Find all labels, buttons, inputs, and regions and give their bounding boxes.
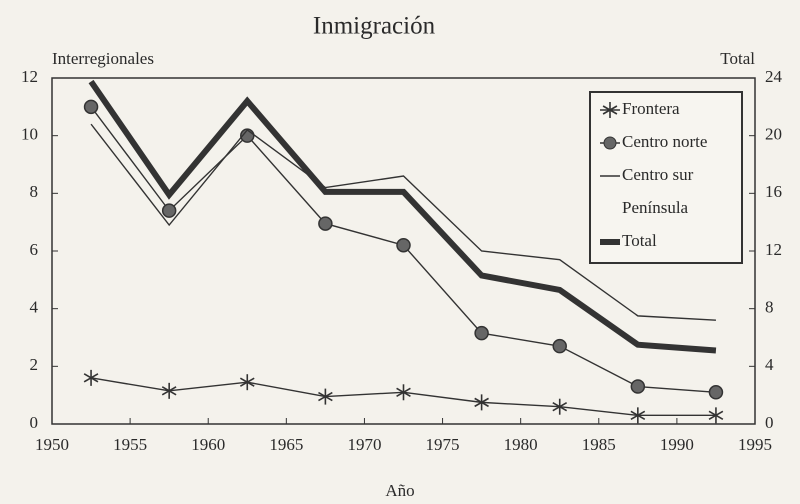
y-tick-label: 8 xyxy=(30,182,39,201)
star-stroke xyxy=(630,410,646,421)
x-tick-label: 1965 xyxy=(269,435,303,454)
star-stroke xyxy=(239,377,255,387)
point xyxy=(161,382,177,399)
y2-tick-label: 4 xyxy=(765,355,774,374)
y2-tick-label: 16 xyxy=(765,182,782,201)
y-axis-label: Interregionales xyxy=(52,49,154,68)
point xyxy=(474,394,489,411)
y-tick-label: 4 xyxy=(30,298,39,317)
star-stroke xyxy=(552,402,568,412)
y2-axis-label: Total xyxy=(720,49,755,68)
legend-label: Total xyxy=(622,231,657,250)
point xyxy=(552,398,568,415)
y2-tick-label: 8 xyxy=(765,298,774,317)
y-tick-label: 0 xyxy=(30,413,39,432)
point xyxy=(239,374,255,391)
legend-swatch xyxy=(602,102,618,118)
star-stroke xyxy=(161,386,177,396)
point xyxy=(83,99,99,115)
point xyxy=(396,237,411,253)
y-tick-label: 12 xyxy=(21,67,38,86)
point xyxy=(552,338,567,354)
legend-label: Península xyxy=(622,198,689,217)
legend-box xyxy=(589,91,743,264)
star-stroke xyxy=(318,391,333,402)
y2-tick-label: 0 xyxy=(765,413,774,432)
point xyxy=(161,203,177,218)
point xyxy=(630,407,646,424)
y-tick-label: 2 xyxy=(30,355,39,374)
x-tick-label: 1970 xyxy=(347,435,381,454)
legend-label: Centro norte xyxy=(622,132,707,151)
chart-title: Inmigración xyxy=(313,13,436,40)
point xyxy=(708,385,724,400)
y-tick-label: 6 xyxy=(30,240,39,259)
x-axis-label: Año xyxy=(385,481,414,500)
point xyxy=(396,384,411,401)
y-tick-label: 10 xyxy=(21,125,38,144)
x-tick-label: 1955 xyxy=(113,435,147,454)
star-stroke xyxy=(396,387,411,397)
point xyxy=(83,369,99,386)
x-tick-label: 1950 xyxy=(35,435,69,454)
series-line xyxy=(90,123,716,321)
series-line xyxy=(88,79,717,354)
y2-tick-label: 24 xyxy=(765,67,783,86)
x-tick-label: 1990 xyxy=(660,435,694,454)
x-tick-label: 1985 xyxy=(582,435,616,454)
y2-tick-label: 20 xyxy=(765,125,782,144)
star-stroke xyxy=(708,410,724,421)
x-tick-label: 1995 xyxy=(738,435,772,454)
x-tick-label: 1960 xyxy=(191,435,225,454)
star-stroke xyxy=(83,373,99,383)
star-stroke xyxy=(474,397,489,408)
point xyxy=(318,216,333,231)
legend-swatch xyxy=(603,136,617,150)
point xyxy=(630,379,646,394)
y2-tick-label: 12 xyxy=(765,240,782,259)
legend-label: Centro sur xyxy=(622,165,694,184)
x-tick-label: 1975 xyxy=(426,435,460,454)
x-tick-label: 1980 xyxy=(504,435,538,454)
point xyxy=(474,325,489,341)
point xyxy=(708,407,724,424)
point xyxy=(318,388,333,405)
star-stroke xyxy=(602,105,618,115)
legend-label: Frontera xyxy=(622,99,680,118)
